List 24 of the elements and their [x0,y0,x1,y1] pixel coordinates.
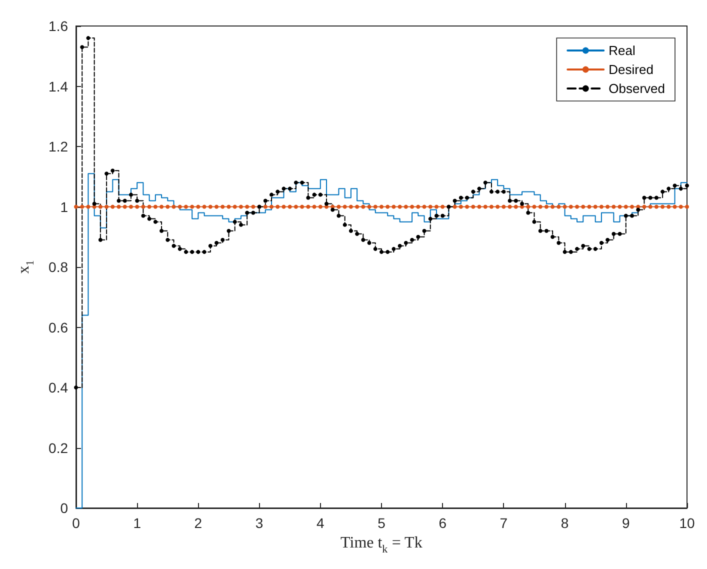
legend-label: Desired [608,62,654,77]
x-tick-label: 10 [679,515,695,531]
x-tick-label: 6 [438,515,447,531]
y-tick-label: 1.6 [48,18,68,34]
x-tick-label: 2 [194,515,202,531]
x-tick-label: 7 [500,515,508,531]
x-tick-label: 8 [560,515,569,531]
x-tick-label: 4 [316,515,324,531]
x-tick-label: 1 [133,515,142,531]
x-tick-label: 9 [622,515,630,531]
legend-label: Observed [608,81,666,96]
x-tick-label: 0 [72,515,80,531]
y-tick-label: 0.6 [48,319,68,336]
legend-label: Real [608,43,636,58]
y-tick-label: 1.2 [48,138,68,154]
y-axis-title: x1 [16,260,36,274]
x-tick-label: 5 [378,515,386,531]
y-tick-label: 1 [60,198,68,215]
y-tick-label: 0 [60,500,68,516]
y-tick-label: 0.8 [48,259,68,275]
x-tick-label: 3 [255,515,264,531]
y-tick-label: 0.4 [48,380,68,396]
y-tick-label: 0.2 [48,440,68,456]
y-tick-label: 1.4 [48,78,68,94]
